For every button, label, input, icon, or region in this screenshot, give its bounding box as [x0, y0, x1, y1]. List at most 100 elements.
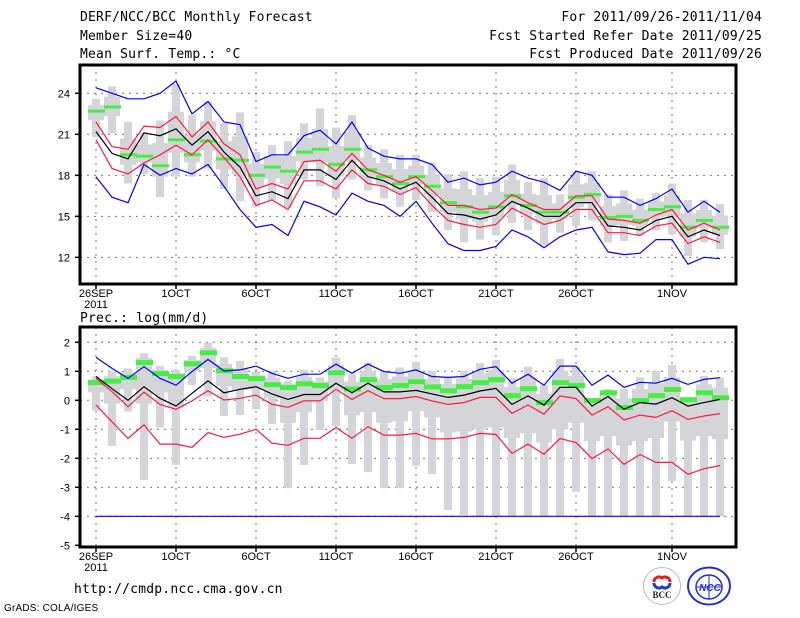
ensemble-range-bar [652, 371, 660, 517]
ensemble-median-mark [88, 380, 105, 386]
ensemble-range-bar [508, 378, 516, 517]
x-tick-label: 16OCT [398, 551, 434, 563]
y-tick-label: -5 [60, 540, 70, 552]
ensemble-median-mark [296, 381, 313, 387]
ensemble-range-bar [396, 367, 404, 489]
series-lower-red-line [95, 138, 721, 245]
ensemble-median-mark [424, 384, 441, 390]
ensemble-box [392, 169, 408, 192]
ensemble-median-mark [264, 382, 281, 388]
ensemble-median-mark [616, 405, 633, 411]
y-tick-label: -4 [60, 511, 70, 523]
ensemble-range-bar [204, 342, 212, 397]
ensemble-range-bar [556, 358, 564, 517]
ensemble-median-mark [344, 386, 361, 392]
x-tick-label: 16OCT [398, 288, 434, 300]
ensemble-median-mark [568, 383, 585, 389]
precip-panel-title: Prec.: log(mm/d) [80, 311, 209, 326]
ensemble-median-mark [648, 393, 665, 399]
ensemble-median-mark [168, 138, 185, 142]
ensemble-median-mark [104, 105, 121, 109]
ensemble-median-mark [504, 393, 521, 399]
ensemble-median-mark [440, 388, 457, 394]
fcst-started-date: Fcst Started Refer Date 2011/09/25 [489, 29, 762, 44]
ensemble-range-bar [220, 357, 228, 416]
ensemble-median-mark [664, 205, 681, 209]
ensemble-range-bar [444, 377, 452, 510]
y-tick-label: 12 [58, 252, 70, 264]
ensemble-range-bar [172, 369, 180, 465]
ensemble-median-mark [600, 390, 617, 396]
ensemble-range-bar [620, 388, 628, 517]
x-tick-label: 6OCT [241, 551, 271, 563]
series-upper-red-line [95, 115, 721, 231]
ensemble-median-mark [392, 383, 409, 389]
ensemble-range-bar [476, 363, 484, 517]
x-tick-label: 26SEP [79, 288, 113, 300]
ensemble-range-bar [140, 353, 148, 481]
ensemble-range-bar [316, 377, 324, 430]
ensemble-median-mark [328, 370, 345, 376]
y-tick-label: 24 [58, 88, 70, 100]
ensemble-range-bar [716, 377, 724, 517]
ensemble-median-mark [440, 201, 457, 205]
ensemble-median-mark [536, 400, 553, 406]
ensemble-median-mark [712, 395, 729, 401]
ensemble-median-mark [104, 378, 121, 384]
ensemble-range-bar [668, 364, 676, 481]
ensemble-box [360, 157, 376, 178]
ensemble-median-mark [136, 154, 153, 158]
ensemble-median-mark [536, 210, 553, 214]
bcc-logo: BCC [642, 566, 682, 606]
ensemble-box [536, 393, 552, 443]
ensemble-median-mark [616, 214, 633, 218]
ensemble-range-bar [108, 371, 116, 446]
ensemble-box [600, 206, 616, 227]
ensemble-median-mark [296, 150, 313, 154]
ensemble-median-mark [312, 383, 329, 389]
plot-frame [78, 63, 738, 286]
ensemble-range-bar [156, 366, 164, 428]
ensemble-box [504, 180, 520, 206]
ensemble-median-mark [248, 376, 265, 382]
ensemble-range-bar [428, 370, 436, 474]
ensemble-box [648, 383, 664, 438]
ensemble-box [440, 188, 456, 213]
ensemble-range-bar [412, 362, 420, 466]
ensemble-range-bar [300, 369, 308, 465]
ensemble-range-bar [636, 377, 644, 517]
ensemble-range-bar [332, 357, 340, 427]
ensemble-median-mark [696, 390, 713, 396]
ensemble-median-mark [552, 210, 569, 214]
ensemble-median-mark [680, 397, 697, 403]
ensemble-median-mark [376, 175, 393, 179]
ensemble-box [472, 372, 488, 430]
ensemble-range-bar [92, 376, 100, 411]
ensemble-box [136, 144, 152, 163]
x-tick-label: 1NOV [657, 551, 688, 563]
ensemble-median-mark [456, 205, 473, 209]
website-url[interactable]: http://cmdp.ncc.cma.gov.cn [74, 582, 283, 597]
variable-label: Mean Surf. Temp.: °C [80, 47, 241, 62]
ncc-logo: NCC [686, 566, 732, 606]
ensemble-box [552, 370, 568, 430]
grads-credit: GrADS: COLA/IGES [4, 603, 99, 614]
member-size: Member Size=40 [80, 29, 193, 44]
ensemble-median-mark [584, 192, 601, 196]
ensemble-median-mark [584, 398, 601, 404]
y-tick-label: 1 [64, 366, 70, 378]
ensemble-median-mark [376, 385, 393, 391]
ensemble-box [152, 143, 168, 177]
ensemble-range-bar [604, 388, 612, 517]
ensemble-range-bar [380, 370, 388, 489]
ensemble-median-mark [488, 205, 505, 209]
ensemble-median-mark [392, 182, 409, 186]
series-upper-blue-line [95, 356, 721, 388]
x-tick-label: 1OCT [161, 551, 191, 563]
series-mean-line [95, 376, 721, 410]
ensemble-range-bar [572, 366, 580, 492]
y-tick-label: 21 [58, 129, 70, 141]
ensemble-median-mark [520, 386, 537, 392]
series-lower-red-line [95, 404, 721, 475]
